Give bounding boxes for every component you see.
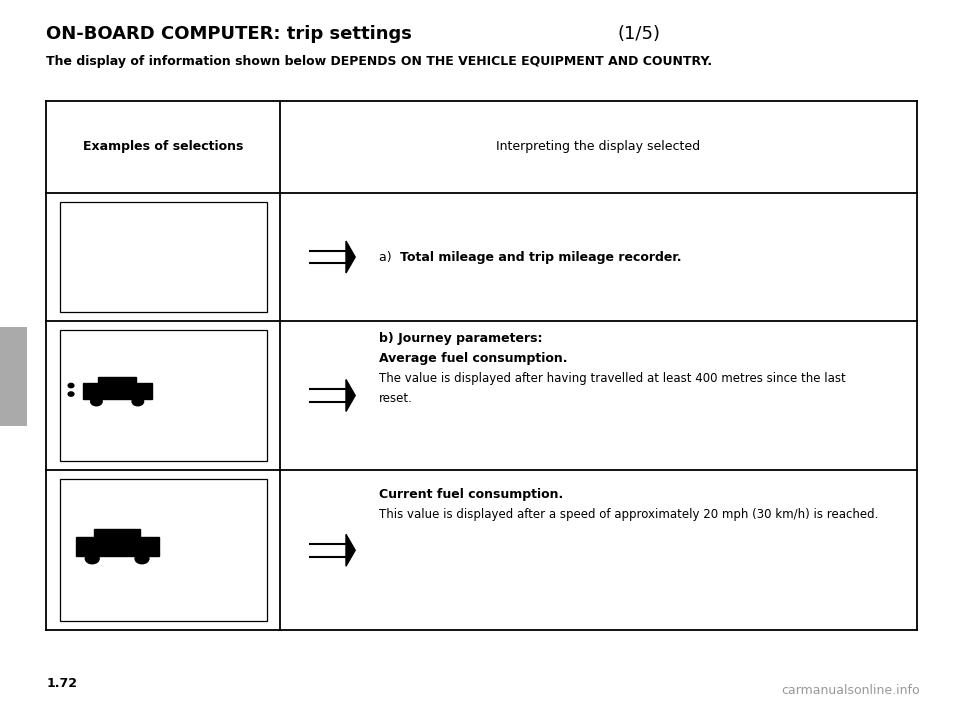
Text: Examples of selections: Examples of selections: [83, 141, 244, 153]
Text: 101778 km: 101778 km: [128, 229, 199, 242]
Text: a): a): [379, 251, 396, 263]
Polygon shape: [309, 251, 346, 263]
Circle shape: [85, 554, 99, 564]
Bar: [60, 330, 267, 461]
Text: Total mileage and trip mileage recorder.: Total mileage and trip mileage recorder.: [400, 251, 682, 263]
Polygon shape: [346, 241, 355, 273]
Text: Average fuel consumption.: Average fuel consumption.: [379, 352, 567, 365]
Bar: [98, 377, 136, 391]
Text: Middle: Middle: [142, 334, 184, 346]
Text: 7.4 L/100: 7.4 L/100: [162, 538, 222, 551]
Circle shape: [135, 554, 149, 564]
Text: b) Journey parameters:: b) Journey parameters:: [379, 332, 542, 345]
Bar: [94, 529, 140, 545]
Text: ON-BOARD COMPUTER: trip settings: ON-BOARD COMPUTER: trip settings: [46, 25, 419, 43]
Bar: [76, 537, 158, 556]
Bar: [0, 327, 27, 426]
Circle shape: [132, 397, 144, 405]
Text: Current fuel consumption.: Current fuel consumption.: [379, 488, 564, 501]
Text: reset.: reset.: [379, 392, 413, 405]
Text: The display of information shown below DEPENDS ON THE VEHICLE EQUIPMENT AND COUN: The display of information shown below D…: [46, 55, 712, 68]
Circle shape: [68, 392, 74, 396]
Polygon shape: [346, 379, 355, 411]
Polygon shape: [346, 534, 355, 567]
Text: The value is displayed after having travelled at least 400 metres since the last: The value is displayed after having trav…: [379, 372, 846, 385]
Polygon shape: [309, 389, 346, 402]
Text: Current: Current: [140, 483, 186, 496]
Text: (1/5): (1/5): [617, 25, 660, 43]
Polygon shape: [309, 544, 346, 557]
Bar: [60, 202, 267, 312]
Bar: [83, 383, 152, 399]
Text: 5.8 L/100: 5.8 L/100: [162, 383, 222, 396]
Circle shape: [90, 397, 102, 405]
Circle shape: [68, 383, 74, 388]
Text: Interpreting the display selected: Interpreting the display selected: [496, 141, 701, 153]
Text: This value is displayed after a speed of approximately 20 mph (30 km/h) is reach: This value is displayed after a speed of…: [379, 508, 878, 520]
Text: carmanualsonline.info: carmanualsonline.info: [781, 684, 920, 697]
Bar: [60, 479, 267, 621]
Text: 1.72: 1.72: [46, 677, 77, 690]
Text: 112.4 km: 112.4 km: [133, 258, 193, 271]
